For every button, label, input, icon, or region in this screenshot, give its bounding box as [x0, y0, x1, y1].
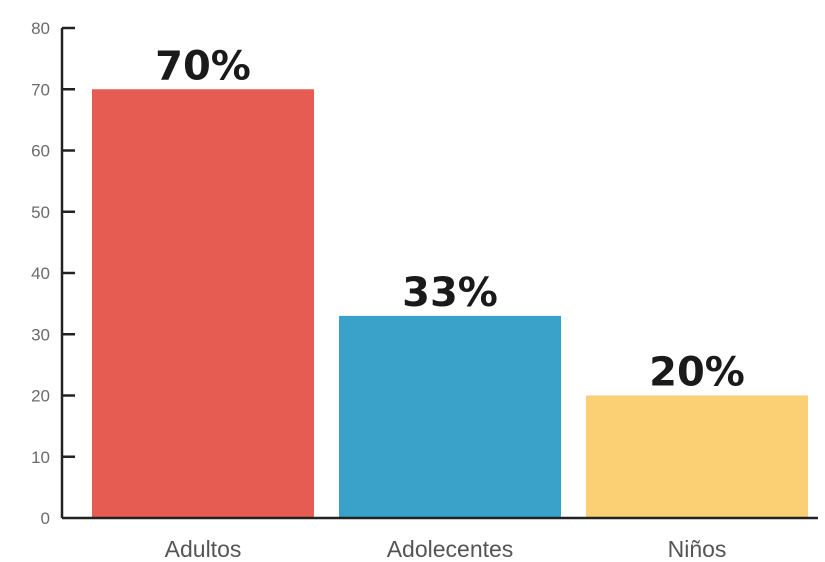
- data-labels: 70% 33% 20%: [155, 43, 745, 395]
- bars: [92, 89, 808, 518]
- bar-adultos: [92, 89, 314, 518]
- y-tick-label-30: 30: [31, 325, 50, 344]
- data-label-adolecentes: 33%: [402, 270, 498, 316]
- data-label-adultos: 70%: [155, 43, 251, 89]
- y-tick-label-50: 50: [31, 203, 50, 222]
- y-tick-label-20: 20: [31, 387, 50, 406]
- bar-ni-os: [586, 395, 808, 518]
- bar-adolecentes: [339, 315, 561, 518]
- category-label-adolecentes: Adolecentes: [387, 536, 514, 562]
- y-tick-label-70: 70: [31, 80, 50, 99]
- y-tick-label-10: 10: [31, 448, 50, 467]
- category-label-adultos: Adultos: [165, 536, 242, 562]
- category-label-ni-os: Niños: [668, 536, 727, 562]
- data-label-ni-os: 20%: [649, 350, 745, 396]
- y-tick-label-60: 60: [31, 142, 50, 161]
- y-tick-label-0: 0: [41, 509, 50, 528]
- x-axis: Adultos Adolecentes Niños: [62, 516, 818, 562]
- y-axis: 0 10 20 30 40 50 60 70 80: [31, 19, 75, 528]
- y-tick-label-40: 40: [31, 264, 50, 283]
- y-tick-label-80: 80: [31, 19, 50, 38]
